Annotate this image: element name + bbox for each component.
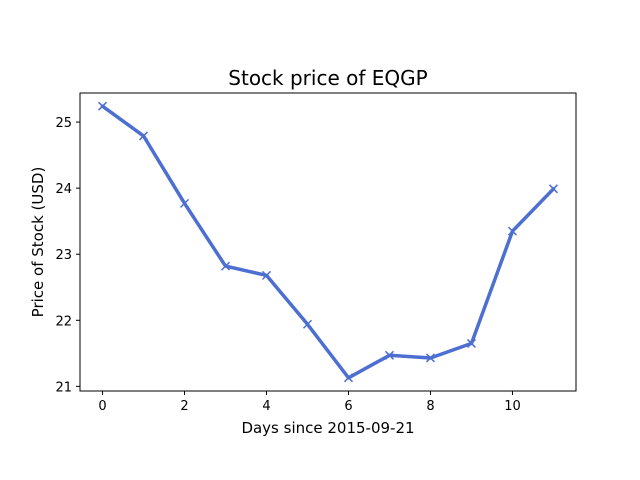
data-point-marker [98,101,108,111]
data-point-marker [139,131,149,141]
x-tick-label: 4 [262,399,270,414]
x-tick-label: 0 [98,399,106,414]
data-point-marker [384,350,395,360]
x-tick-label: 8 [426,399,434,414]
x-axis-ticks: 0 2 4 6 8 10 [98,391,521,414]
data-point-marker [507,226,517,236]
y-tick-label: 25 [55,116,72,131]
series-layer [98,101,558,383]
y-tick-label: 23 [55,248,72,263]
x-axis-label: Days since 2015-09-21 [241,419,414,437]
y-tick-label: 24 [55,182,72,197]
y-tick-label: 22 [55,314,72,329]
data-point-marker [466,338,477,348]
data-point-marker [261,270,272,280]
data-point-marker [179,198,190,208]
data-point-marker [343,373,354,383]
x-tick-label: 2 [180,399,188,414]
series-line [100,104,556,380]
data-point-marker [302,319,313,329]
y-axis-ticks: 21 22 23 24 25 [55,116,80,395]
chart-title: Stock price of EQGP [228,66,427,90]
y-axis-label: Price of Stock (USD) [29,167,47,318]
data-point-marker [548,184,558,194]
x-tick-label: 10 [504,399,521,414]
x-tick-label: 6 [344,399,352,414]
y-tick-label: 21 [55,380,72,395]
data-point-marker [220,261,231,271]
plot-area [79,92,577,392]
data-point-marker [425,353,436,363]
